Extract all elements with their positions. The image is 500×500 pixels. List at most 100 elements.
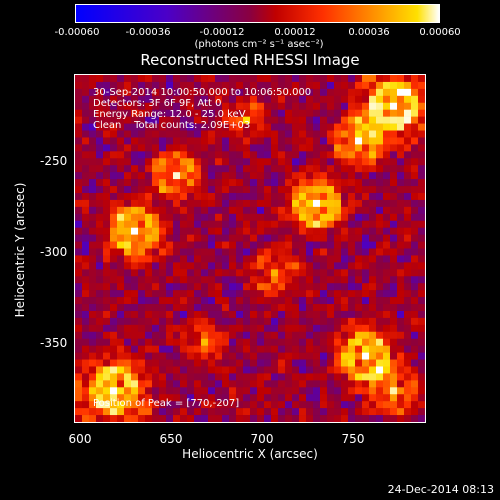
heatmap-cell (341, 269, 349, 277)
heatmap-cell (103, 234, 111, 242)
heatmap-cell (327, 324, 335, 333)
heatmap-cell (110, 102, 118, 110)
heatmap-cell (208, 269, 216, 277)
heatmap-cell (145, 290, 153, 298)
heatmap-cell (376, 158, 384, 166)
heatmap-cell (299, 192, 307, 201)
heatmap-cell (376, 81, 384, 90)
heatmap-cell (278, 186, 286, 194)
heatmap-cell (222, 227, 230, 235)
heatmap-cell (124, 283, 132, 291)
heatmap-cell (89, 401, 97, 409)
heatmap-cell (187, 123, 195, 131)
heatmap-cell (418, 408, 425, 416)
heatmap-cell (222, 199, 230, 208)
heatmap-cell (320, 186, 328, 194)
heatmap-cell (138, 359, 146, 367)
heatmap-cell (222, 352, 230, 360)
heatmap-cell (383, 317, 391, 326)
heatmap-cell (180, 199, 188, 208)
heatmap-cell (131, 109, 139, 117)
heatmap-cell (411, 179, 419, 187)
heatmap-cell (166, 387, 174, 395)
heatmap-cell (208, 248, 216, 256)
heatmap-cell (271, 255, 279, 263)
heatmap-cell (299, 352, 307, 360)
heatmap-cell (229, 199, 237, 208)
heatmap-cell (208, 290, 216, 298)
heatmap-cell (117, 345, 125, 353)
heatmap-cell (383, 192, 391, 201)
heatmap-cell (278, 192, 286, 201)
heatmap-cell (159, 276, 167, 284)
heatmap-cell (390, 401, 398, 409)
heatmap-cell (75, 227, 83, 235)
heatmap-cell (313, 304, 321, 312)
heatmap-cell (327, 123, 335, 131)
heatmap-cell (250, 206, 258, 215)
heatmap-cell (313, 317, 321, 326)
heatmap-cell (292, 380, 300, 388)
heatmap-cell (278, 373, 286, 381)
heatmap-cell (313, 338, 321, 346)
heatmap-cell (418, 331, 425, 340)
heatmap-cell (201, 234, 209, 242)
heatmap-cell (306, 401, 314, 409)
heatmap-cell (208, 352, 216, 360)
heatmap-cell (271, 394, 279, 402)
heatmap-cell (96, 255, 104, 263)
heatmap-cell (180, 317, 188, 326)
heatmap-cell (278, 408, 286, 416)
heatmap-cell (96, 331, 104, 340)
heatmap-cell (264, 109, 272, 117)
heatmap-cell (75, 220, 83, 228)
heatmap-cell (145, 276, 153, 284)
heatmap-cell (103, 345, 111, 353)
heatmap-cell (131, 408, 139, 416)
heatmap-cell (166, 359, 174, 367)
heatmap-cell (411, 199, 419, 208)
heatmap-cell (299, 206, 307, 215)
heatmap-cell (208, 213, 216, 222)
heatmap-cell (159, 95, 167, 104)
heatmap-cell (376, 380, 384, 388)
heatmap-cell (152, 310, 160, 319)
heatmap-cell (96, 338, 104, 346)
heatmap-cell (390, 297, 398, 305)
heatmap-cell (278, 123, 286, 131)
heatmap-cell (152, 380, 160, 388)
heatmap-cell (369, 75, 377, 83)
heatmap-cell (243, 241, 251, 249)
heatmap-cell (138, 109, 146, 117)
heatmap-cell (82, 394, 90, 402)
heatmap-cell (110, 255, 118, 263)
heatmap-cell (117, 276, 125, 284)
heatmap-cell (376, 359, 384, 367)
heatmap-cell (229, 297, 237, 305)
heatmap-cell (299, 186, 307, 194)
heatmap-cell (229, 81, 237, 90)
heatmap-cell (390, 151, 398, 159)
heatmap-cell (96, 352, 104, 360)
heatmap-cell (152, 123, 160, 131)
heatmap-cell (334, 241, 342, 249)
heatmap-cell (299, 123, 307, 131)
heatmap-cell (271, 324, 279, 333)
heatmap-cell (180, 276, 188, 284)
heatmap-cell (418, 269, 425, 277)
heatmap-cell (124, 324, 132, 333)
heatmap-cell (404, 192, 412, 201)
heatmap-cell (250, 262, 258, 270)
heatmap-cell (418, 123, 425, 131)
heatmap-cell (390, 192, 398, 201)
heatmap-cell (173, 227, 181, 235)
heatmap-cell (369, 158, 377, 166)
heatmap-cell (355, 227, 363, 235)
heatmap-cell (159, 283, 167, 291)
heatmap-cell (82, 179, 90, 187)
heatmap-cell (327, 317, 335, 326)
heatmap-cell (138, 151, 146, 159)
heatmap-cell (306, 95, 314, 104)
heatmap-cell (243, 317, 251, 326)
heatmap-cell (96, 227, 104, 235)
